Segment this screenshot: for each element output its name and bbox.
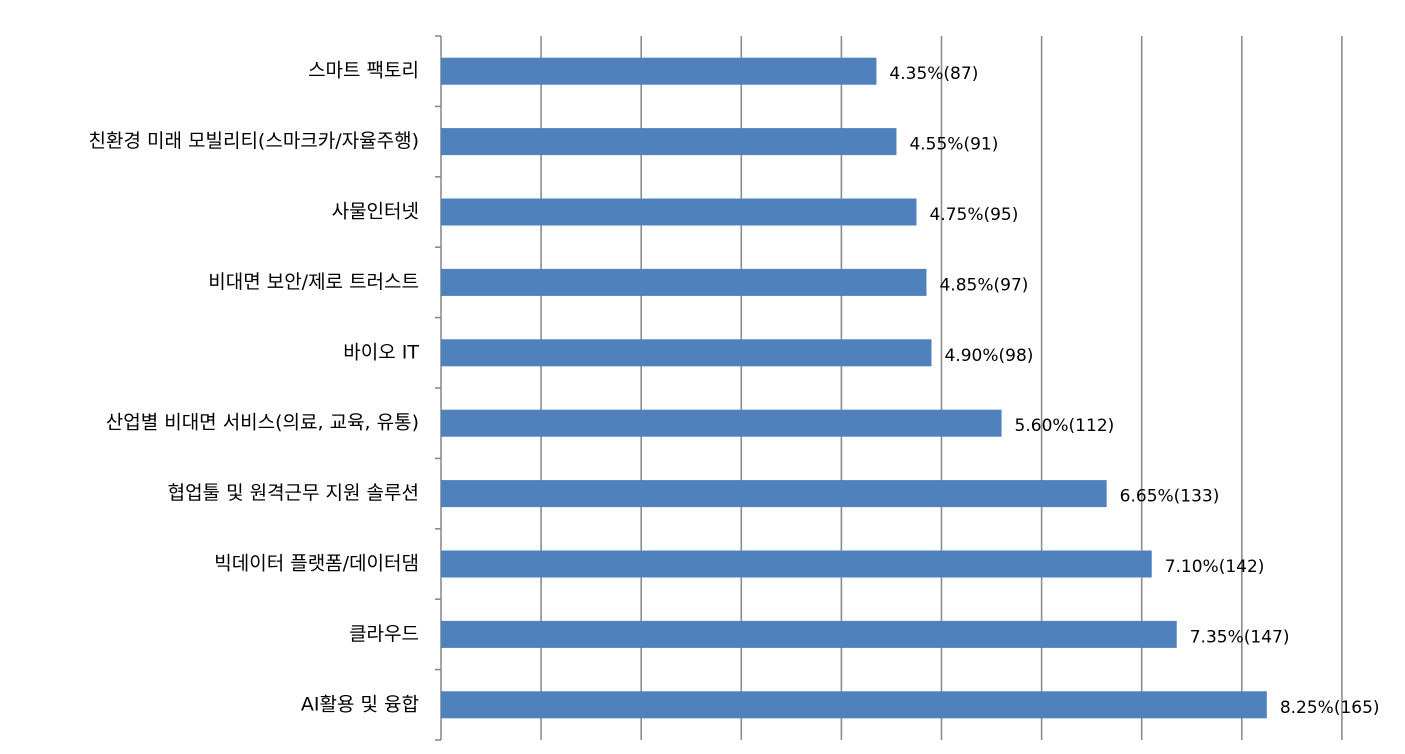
category-label: 클라우드 [349, 623, 419, 645]
category-label: 산업별 비대면 서비스(의료, 교육, 유통) [106, 412, 419, 434]
category-label: 사물인터넷 [332, 201, 419, 223]
data-labels: 4.35%(87) 4.55%(91) 4.75%(95) 4.85%(97) 4.90… [889, 64, 1379, 718]
bar [441, 198, 917, 226]
category-label: 바이오 IT [343, 341, 419, 363]
bar [441, 480, 1107, 508]
bar [441, 268, 927, 296]
bar [441, 57, 877, 85]
data-label: 8.25%(165) [1280, 698, 1380, 718]
bar [441, 620, 1177, 648]
data-label: 4.55%(91) [909, 135, 998, 155]
bar [441, 128, 897, 156]
category-label: 빅데이터 플랫폼/데이터댐 [214, 553, 419, 575]
category-label: 비대면 보안/제로 트러스트 [208, 271, 419, 293]
data-label: 4.75%(95) [929, 205, 1018, 225]
data-label: 7.10%(142) [1165, 557, 1265, 577]
data-label: 7.35%(147) [1190, 627, 1290, 647]
bar [441, 691, 1267, 719]
data-label: 4.35%(87) [889, 64, 978, 84]
category-label: 협업툴 및 원격근무 지원 솔루션 [168, 482, 419, 504]
bar [441, 550, 1152, 578]
category-label: 친환경 미래 모빌리티(스마크카/자율주행) [89, 130, 419, 152]
data-label: 6.65%(133) [1120, 487, 1220, 507]
bars [441, 57, 1267, 719]
bar [441, 339, 932, 367]
data-label: 4.90%(98) [944, 346, 1033, 366]
category-axis [435, 35, 442, 741]
data-label: 4.85%(97) [939, 275, 1028, 295]
category-label: 스마트 팩토리 [308, 60, 419, 82]
data-label: 5.60%(112) [1015, 416, 1115, 436]
category-label: AI활용 및 융합 [301, 693, 419, 715]
bar [441, 409, 1002, 437]
